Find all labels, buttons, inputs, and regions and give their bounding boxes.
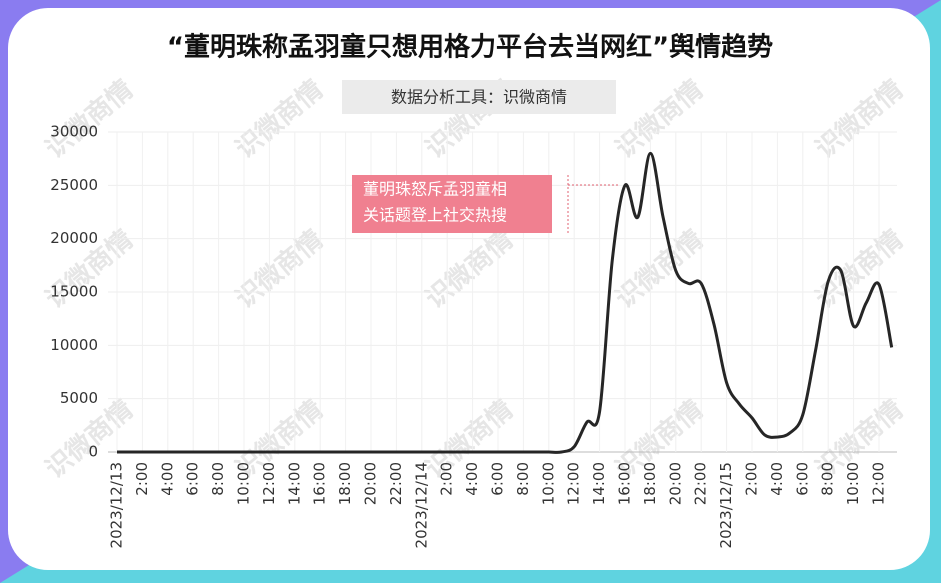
- x-tick-label: 20:00: [666, 462, 684, 505]
- x-tick-label: 8:00: [209, 462, 227, 496]
- x-tick-label: 16:00: [311, 462, 329, 505]
- x-tick-label: 14:00: [590, 462, 608, 505]
- y-tick-label: 30000: [50, 123, 98, 141]
- x-tick-label: 18:00: [336, 462, 354, 505]
- x-tick-label: 16:00: [616, 462, 634, 505]
- x-tick-label: 12:00: [870, 462, 888, 505]
- x-tick-label: 4:00: [158, 462, 176, 496]
- y-tick-label: 5000: [60, 389, 98, 407]
- subtitle: 数据分析工具：识微商情: [391, 88, 567, 107]
- x-tick-label: 2:00: [133, 462, 151, 496]
- y-tick-label: 20000: [50, 229, 98, 247]
- x-tick-label: 12:00: [260, 462, 278, 505]
- x-tick-label: 4:00: [463, 462, 481, 496]
- x-tick-label: 6:00: [489, 462, 507, 496]
- y-tick-label: 10000: [50, 336, 98, 354]
- x-tick-label: 8:00: [514, 462, 532, 496]
- x-tick-label: 2023/12/15: [717, 462, 735, 548]
- plot: 0 5000 10000 15000 20000 25000 30000 2023/12/13…: [50, 123, 897, 548]
- x-tick-label: 2023/12/13: [108, 462, 126, 548]
- x-tick-label: 18:00: [641, 462, 659, 505]
- annotation: 董明珠怒斥孟羽童相: [363, 180, 507, 199]
- panel: [8, 8, 930, 570]
- x-tick-label: 6:00: [793, 462, 811, 496]
- subtitle-box: [342, 80, 616, 114]
- x-tick-label: 14:00: [285, 462, 303, 505]
- x-tick-label: 2023/12/14: [412, 462, 430, 548]
- series-line: [117, 151, 894, 454]
- x-tick-label: 2:00: [743, 462, 761, 496]
- x-tick-label: 8:00: [819, 462, 837, 496]
- x-tick-label: 12:00: [565, 462, 583, 505]
- y-tick-label: 15000: [50, 283, 98, 301]
- annotation: 关话题登上社交热搜: [363, 206, 507, 225]
- x-tick-label: 4:00: [768, 462, 786, 496]
- x-tick-label: 10:00: [844, 462, 862, 505]
- y-tick-label: 25000: [50, 176, 98, 194]
- x-tick-label: 22:00: [387, 462, 405, 505]
- x-tick-label: 6:00: [184, 462, 202, 496]
- x-tick-label: 2:00: [438, 462, 456, 496]
- x-tick-label: 20:00: [362, 462, 380, 505]
- annotation-box: [352, 175, 552, 233]
- x-tick-label: 10:00: [235, 462, 253, 505]
- x-tick-label: 10:00: [539, 462, 557, 505]
- x-tick-label: 22:00: [692, 462, 710, 505]
- y-tick-label: 0: [88, 443, 98, 461]
- chart-title: “董明珠称孟羽童只想用格力平台去当网红”舆情趋势: [167, 32, 773, 63]
